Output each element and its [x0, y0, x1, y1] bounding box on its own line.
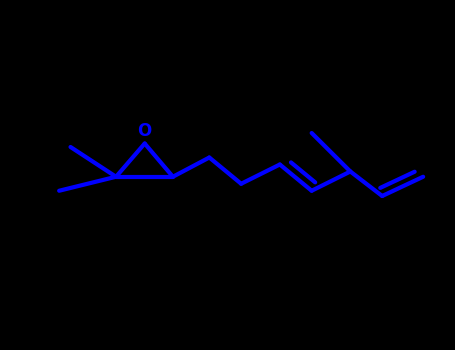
Text: O: O [137, 122, 152, 140]
